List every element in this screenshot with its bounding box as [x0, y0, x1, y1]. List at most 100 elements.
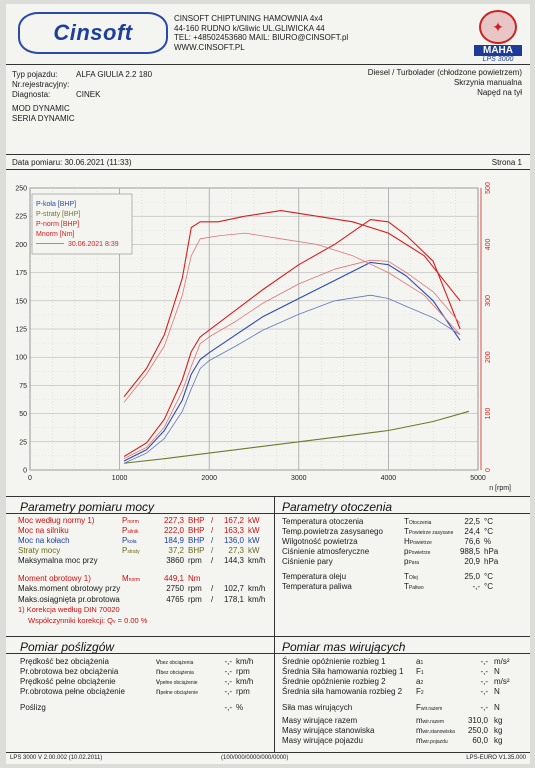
footer-software: LPS 3000 V 2.00.002 (10.02.2011) [10, 755, 103, 761]
ambient-row-label: Temperatura oleju [282, 572, 347, 581]
company-line: CINSOFT CHIPTUNING HAMOWNIA 4x4 [174, 14, 323, 23]
y-right-tick-label: 500 [485, 182, 492, 194]
slip-row-symbol: vbez obciążenia [156, 657, 194, 666]
divider [6, 496, 530, 497]
divider [6, 636, 530, 637]
measure-row-value2: 178,1 [223, 595, 244, 604]
mass-row-symbol: mwir.pojazdu [416, 736, 448, 745]
mod-line: MOD DYNAMIC [12, 104, 70, 113]
mass-row-label: Masy wirujące pojazdu [282, 736, 363, 745]
measure-section-title: Parametry pomiaru mocy [20, 500, 155, 514]
engine-type: Diesel / Turbolader (chłodzone powietrze… [367, 68, 522, 77]
measure-row-unit: rpm [188, 595, 202, 604]
ambient-row-symbol: pPowietrze [404, 547, 431, 556]
divider [6, 513, 274, 514]
slip-row-symbol-sub: bez obciążenia [160, 670, 194, 676]
measure-row-value: 3860 [166, 556, 184, 565]
slip-row-label: Pr.obrotowa bez obciążenia [20, 667, 119, 676]
series-line-wheel-power [123, 261, 461, 462]
ambient-row-symbol-sub: Powietrze zasysane [408, 530, 454, 536]
divider [274, 653, 530, 654]
mass-row-label: Masy wirujące razem [282, 716, 358, 725]
measure-row-unit2: kW [248, 536, 260, 545]
divider [6, 64, 530, 65]
mass-row-symbol-sub: wir.stanowiska [422, 729, 455, 735]
mass-row-unit: kg [494, 716, 503, 725]
measure-row-label: Straty mocy [18, 546, 61, 555]
measure-row-unit2: kW [248, 516, 260, 525]
diag-value: CINEK [76, 90, 101, 99]
mass-row-unit: N [494, 703, 500, 712]
measure-row-value2: 102,7 [223, 584, 244, 593]
measure-row-value2: 136,0 [223, 536, 244, 545]
mass-row-symbol-sub: 2 [420, 680, 424, 686]
mass-row-symbol: F2 [416, 687, 424, 696]
measure-row-sep: / [211, 526, 214, 535]
vehicle-type-label: Typ pojazdu: [12, 70, 58, 79]
mass-row-symbol: mwir.stanowiska [416, 726, 455, 735]
ambient-row-unit: hPa [484, 557, 499, 566]
page-number: Strona 1 [491, 158, 522, 167]
x-tick-label: 0 [28, 475, 32, 482]
measure-row-unit: rpm [188, 556, 202, 565]
legend-entry: 30.06.2021 8:39 [68, 241, 119, 248]
ambient-row-unit: °C [484, 517, 493, 526]
ambient-row-label: Ciśnienie atmosferyczne [282, 547, 370, 556]
measure-row-unit2: kW [248, 546, 260, 555]
footer-code: (100/000/0000/000/0000) [221, 755, 289, 761]
y-right-tick-label: 200 [485, 351, 492, 363]
y-left-tick-label: 0 [23, 468, 27, 475]
mass-row-symbol-sub: wir.razem [420, 706, 443, 712]
y-right-tick-label: 100 [485, 408, 492, 420]
ambient-row-symbol-sub: Paliwo [408, 585, 424, 591]
ambient-row-symbol-sub: Powietrze [409, 540, 432, 546]
measure-row-label: Maks.moment obrotowy przy [18, 584, 121, 593]
company-line: 44-160 RUDNO k/Gliwic UL.GLIWICKA 44 [174, 23, 325, 33]
chart-legend: P-koła [BHP] P-straty [BHP] P-norm [BHP] Mn… [31, 193, 133, 255]
coeff-label: Współczynniki korekcji: Q [28, 616, 114, 625]
measure-row-unit: BHP [188, 536, 205, 545]
divider [6, 169, 530, 170]
slip-row-symbol: nbez obciążenia [156, 667, 194, 676]
ambient-row-symbol: TPaliwo [404, 582, 424, 591]
series-line-norm-power [123, 219, 461, 457]
reg-label: Nr.rejestracyjny: [12, 80, 70, 89]
ambient-section-title: Parametry otoczenia [282, 500, 393, 514]
mass-row-value: -,- [480, 687, 488, 696]
mass-row-value: 250,0 [467, 726, 488, 735]
measure-row-value: 184,9 [163, 536, 184, 545]
mass-row-label: Masy wirujące stanowiska [282, 726, 375, 735]
coeff-value: 0.00 % [124, 616, 148, 625]
mass-row-unit: kg [494, 726, 503, 735]
measure-row-symbol: Mnorm [122, 574, 141, 583]
divider [6, 154, 530, 155]
measure-row-symbol-sub: straty [127, 549, 140, 555]
measure-row-unit2: km/h [248, 584, 266, 593]
mass-row-symbol: a1 [416, 657, 424, 666]
measure-date: Data pomiaru: 30.06.2021 (11:33) [12, 158, 132, 167]
y-right-tick-label: 300 [485, 295, 492, 307]
measure-row-symbol-sub: silnik [127, 529, 139, 535]
ambient-row-value: 988,5 [459, 547, 480, 556]
mass-row-label: Średnie opóźnienie rozbieg 2 [282, 677, 386, 686]
series-line-ref-norm [123, 259, 461, 460]
company-line: TEL: +48502453680 MAIL: BIURO@CINSOFT.pl [174, 33, 349, 42]
slip-row-symbol: npełne obciążenie [156, 687, 198, 696]
slip-row-symbol-sub: pełne obciążenie [160, 690, 198, 696]
y-right-tick-label: 400 [485, 238, 492, 250]
slip-row-label: Poślizg [20, 703, 46, 712]
y-left-tick-label: 150 [15, 298, 27, 305]
ambient-row-label: Wilgotność powietrza [282, 537, 358, 546]
slip-row-unit: % [236, 703, 244, 712]
slip-row-symbol: vpełne obciążenie [156, 677, 198, 686]
measure-row-value: 4765 [166, 595, 184, 604]
y-left-tick-label: 50 [19, 411, 27, 418]
divider [6, 752, 530, 753]
y-left-tick-label: 225 [15, 214, 27, 221]
ambient-row-symbol-sub: Powietrze [408, 550, 431, 556]
x-axis-label: n [rpm] [489, 485, 511, 492]
ambient-row-unit: °C [484, 572, 493, 581]
mass-row-symbol-sub: 2 [420, 690, 424, 696]
